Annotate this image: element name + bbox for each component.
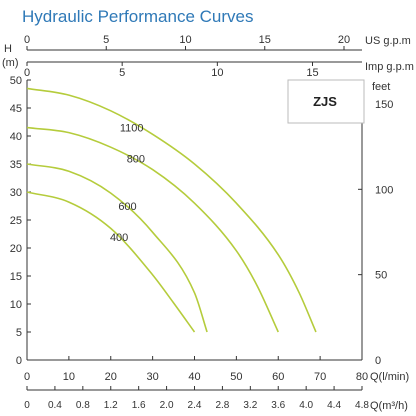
m3h-tick-label: 0.4 [48, 400, 62, 411]
feet-tick-label: 0 [375, 355, 381, 367]
curve-600 [26, 163, 208, 333]
y-tick-label: 0 [16, 355, 22, 367]
x-tick-label: 60 [272, 371, 284, 383]
y-tick-label: 35 [10, 159, 22, 171]
us-gpm-tick-label: 15 [259, 34, 271, 46]
m3h-tick-label: 4.4 [327, 400, 341, 411]
model-box-frame [287, 79, 365, 124]
curve-label-800: 800 [127, 153, 145, 165]
chart-title: Hydraulic Performance Curves [22, 7, 253, 26]
us-gpm-label: US g.p.m [365, 35, 411, 47]
x-tick-label: 80 [356, 371, 368, 383]
x-tick-label: 50 [230, 371, 242, 383]
q-lmin-label: Q(l/min) [370, 371, 409, 383]
y-tick-label: 5 [16, 327, 22, 339]
h-axis-unit: H [4, 43, 12, 55]
y-tick-label: 45 [10, 103, 22, 115]
x-tick-label: 70 [314, 371, 326, 383]
model-box: ZJS [287, 79, 365, 124]
x-tick-label: 10 [63, 371, 75, 383]
m3h-tick-label: 1.6 [132, 400, 146, 411]
curve-1100 [26, 87, 317, 333]
us-gpm-tick-label: 0 [24, 34, 30, 46]
m3h-tick-label: 2.4 [188, 400, 202, 411]
y-tick-label: 50 [10, 75, 22, 87]
us-gpm-tick-label: 20 [338, 34, 350, 46]
imp-gpm-label: Imp g.p.m [365, 61, 414, 73]
m3h-tick-label: 3.6 [271, 400, 285, 411]
feet-tick-label: 150 [375, 99, 393, 111]
us-gpm-tick-label: 5 [103, 34, 109, 46]
h-axis-unit-m: (m) [2, 57, 19, 69]
us-gpm-tick-label: 10 [179, 34, 191, 46]
feet-tick-label: 100 [375, 184, 393, 196]
m3h-tick-label: 2.8 [215, 400, 229, 411]
x-tick-label: 0 [24, 371, 30, 383]
curve-800 [26, 126, 279, 333]
y-tick-label: 15 [10, 271, 22, 283]
imp-gpm-tick-label: 15 [306, 67, 318, 79]
curve-label-600: 600 [118, 201, 136, 213]
curve-400 [26, 191, 196, 333]
axis-units: H (m) Q(l/min) Q(m³/h) US g.p.m Imp g.p.… [2, 35, 414, 412]
x-tick-label: 30 [147, 371, 159, 383]
performance-curves [26, 87, 317, 333]
m3h-tick-label: 4.8 [355, 400, 369, 411]
y-tick-label: 25 [10, 215, 22, 227]
imp-gpm-tick-label: 0 [24, 67, 30, 79]
y-tick-label: 40 [10, 131, 22, 143]
y-tick-label: 10 [10, 299, 22, 311]
y-tick-label: 20 [10, 243, 22, 255]
imp-gpm-tick-label: 10 [211, 67, 223, 79]
m3h-tick-label: 1.2 [104, 400, 118, 411]
m3h-tick-label: 0 [24, 400, 30, 411]
x-tick-label: 20 [105, 371, 117, 383]
feet-tick-label: 50 [375, 270, 387, 282]
q-m3h-label: Q(m³/h) [370, 400, 408, 412]
model-label: ZJS [313, 94, 337, 109]
x-tick-label: 40 [188, 371, 200, 383]
m3h-tick-label: 0.8 [76, 400, 90, 411]
curve-label-1100: 1100 [120, 123, 144, 135]
imp-gpm-tick-label: 5 [119, 67, 125, 79]
y-tick-label: 30 [10, 187, 22, 199]
m3h-tick-label: 3.2 [243, 400, 257, 411]
m3h-tick-label: 2.0 [160, 400, 174, 411]
feet-label: feet [372, 81, 390, 93]
m3h-tick-label: 4.0 [299, 400, 313, 411]
curve-label-400: 400 [110, 232, 128, 244]
